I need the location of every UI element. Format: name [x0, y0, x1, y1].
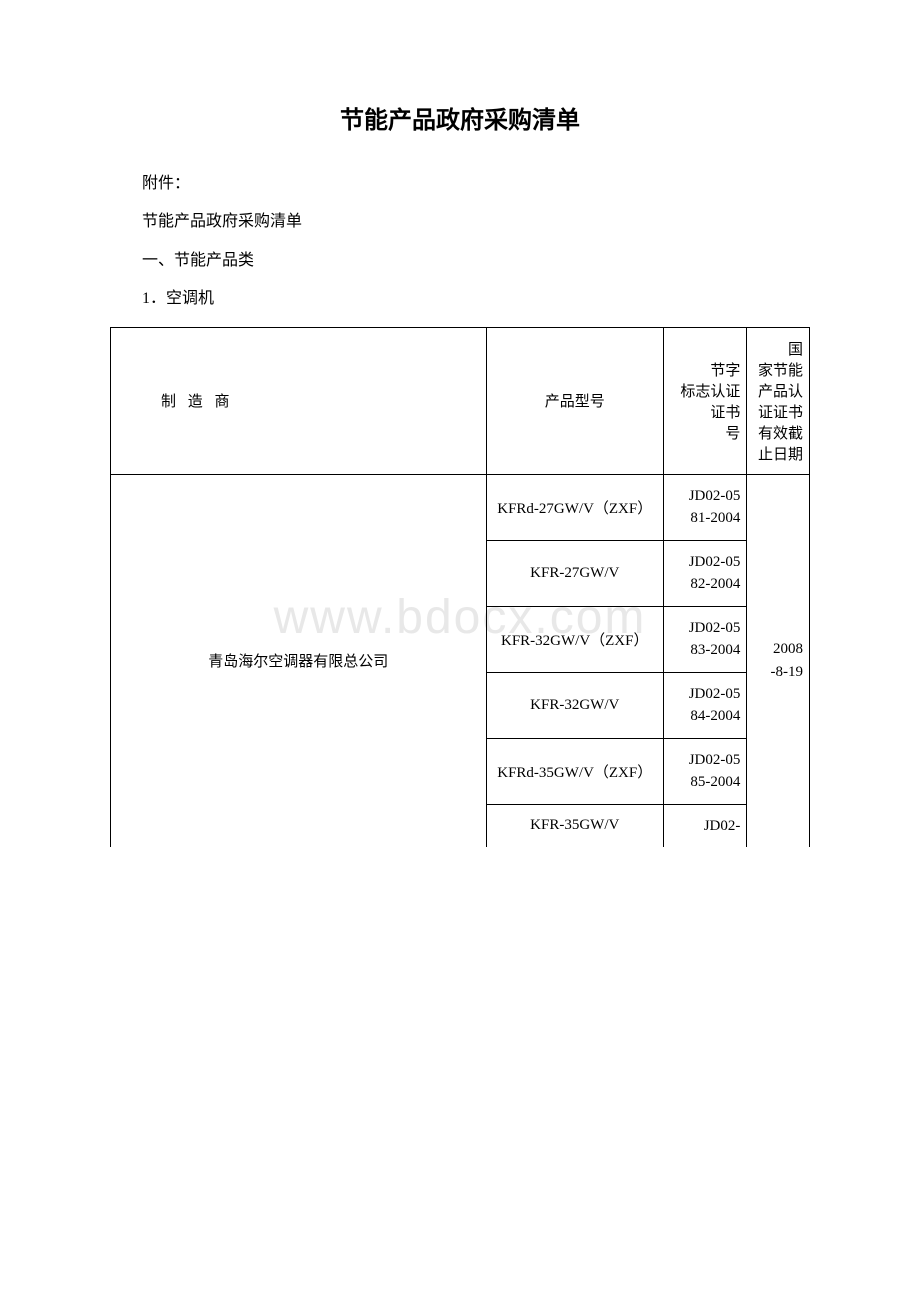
section-heading: 一、节能产品类 [110, 242, 810, 280]
subtitle-text: 节能产品政府采购清单 [110, 203, 810, 241]
item-heading: 1．空调机 [110, 280, 810, 318]
table-header-row: 制 造 商 产品型号 节字标志认证 证书号 国家节能产品认证证书有效截止日期 [111, 327, 810, 474]
product-table-wrap: 制 造 商 产品型号 节字标志认证 证书号 国家节能产品认证证书有效截止日期 青… [110, 327, 810, 848]
attachment-label: 附件： [110, 165, 810, 203]
cell-model: KFRd-35GW/V（ZXF） [486, 738, 663, 804]
cell-expiry: 2008-8-19 [747, 474, 810, 847]
column-header-model: 产品型号 [486, 327, 663, 474]
table-row: 青岛海尔空调器有限总公司 KFRd-27GW/V（ZXF） JD02-0581-… [111, 474, 810, 540]
cell-model: KFR-32GW/V [486, 672, 663, 738]
page-title: 节能产品政府采购清单 [110, 100, 810, 135]
cell-manufacturer: 青岛海尔空调器有限总公司 [111, 474, 487, 847]
cell-model: KFR-27GW/V [486, 540, 663, 606]
cell-cert: JD02- [663, 804, 746, 847]
cell-cert: JD02-0581-2004 [663, 474, 746, 540]
cell-model: KFR-32GW/V（ZXF） [486, 606, 663, 672]
cell-cert: JD02-0582-2004 [663, 540, 746, 606]
column-header-cert: 节字标志认证 证书号 [663, 327, 746, 474]
column-header-manufacturer: 制 造 商 [111, 327, 487, 474]
cell-cert: JD02-0583-2004 [663, 606, 746, 672]
column-header-date: 国家节能产品认证证书有效截止日期 [747, 327, 810, 474]
cell-model: KFRd-27GW/V（ZXF） [486, 474, 663, 540]
cell-model: KFR-35GW/V [486, 804, 663, 847]
cell-cert: JD02-0585-2004 [663, 738, 746, 804]
cell-cert: JD02-0584-2004 [663, 672, 746, 738]
product-table: 制 造 商 产品型号 节字标志认证 证书号 国家节能产品认证证书有效截止日期 青… [110, 327, 810, 848]
